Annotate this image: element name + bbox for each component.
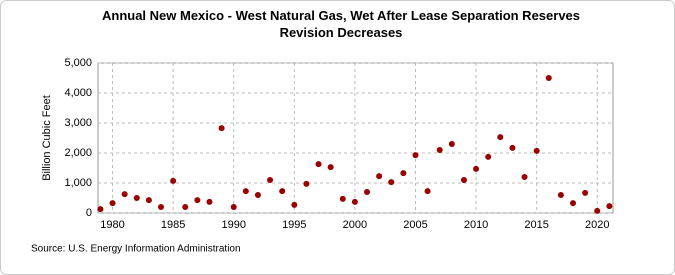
- data-point: [509, 144, 516, 151]
- data-point: [594, 207, 601, 214]
- data-point: [291, 201, 298, 208]
- data-point: [485, 153, 492, 160]
- data-point: [533, 147, 540, 154]
- data-point: [424, 188, 431, 195]
- data-point: [545, 75, 552, 81]
- y-tick-label: 5,000: [64, 57, 92, 69]
- data-point: [218, 125, 225, 132]
- y-tick-label: 1,000: [64, 177, 92, 189]
- data-point: [473, 165, 480, 172]
- data-point: [570, 200, 577, 207]
- data-point: [230, 204, 237, 210]
- data-point: [254, 192, 261, 198]
- data-point: [364, 189, 371, 195]
- data-point: [400, 170, 407, 177]
- data-point: [158, 204, 165, 210]
- data-point: [606, 203, 613, 210]
- x-tick-label: 1985: [161, 219, 185, 231]
- data-point: [521, 174, 528, 180]
- data-point: [315, 161, 322, 168]
- data-point: [145, 197, 152, 204]
- data-point: [170, 177, 177, 184]
- x-tick-label: 1995: [282, 219, 306, 231]
- data-point: [206, 198, 213, 205]
- x-tick-label: 1990: [221, 219, 245, 231]
- data-point: [133, 195, 140, 201]
- data-point: [182, 204, 189, 210]
- data-point: [279, 188, 286, 195]
- data-point: [303, 180, 310, 187]
- x-tick-label: 1980: [100, 219, 124, 231]
- y-tick-label: 0: [86, 207, 92, 219]
- chart-title: Annual New Mexico - West Natural Gas, We…: [101, 8, 581, 40]
- plot-area: [97, 62, 614, 214]
- data-point: [497, 134, 504, 141]
- data-point: [194, 197, 201, 204]
- data-point: [327, 164, 334, 171]
- x-tick-label: 2015: [524, 219, 548, 231]
- data-point: [557, 192, 564, 198]
- data-point: [388, 179, 395, 186]
- source-note: Source: U.S. Energy Information Administ…: [31, 244, 241, 255]
- x-tick-label: 2010: [464, 219, 488, 231]
- data-point: [351, 198, 358, 205]
- data-point: [242, 188, 249, 195]
- data-point: [109, 200, 116, 207]
- data-point: [267, 177, 274, 183]
- data-point: [448, 141, 455, 147]
- x-tick-label: 2000: [343, 219, 367, 231]
- y-tick-label: 4,000: [64, 87, 92, 99]
- x-tick-label: 2020: [585, 219, 609, 231]
- data-point: [460, 177, 467, 183]
- data-point: [412, 152, 419, 159]
- data-point: [436, 147, 443, 153]
- y-tick-label: 3,000: [64, 117, 92, 129]
- data-point: [582, 189, 589, 196]
- data-point: [97, 206, 104, 213]
- y-tick-label: 2,000: [64, 147, 92, 159]
- data-point: [121, 191, 128, 198]
- y-axis-label: Billion Cubic Feet: [41, 95, 53, 181]
- data-point: [339, 195, 346, 202]
- x-tick-label: 2005: [403, 219, 427, 231]
- data-point: [376, 173, 383, 180]
